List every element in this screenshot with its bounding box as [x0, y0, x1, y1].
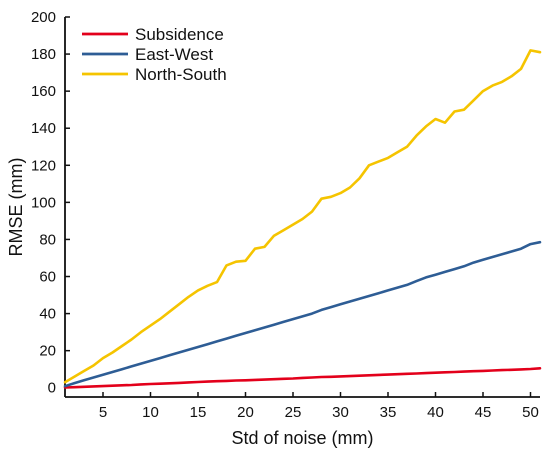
- x-tick-label: 5: [99, 404, 107, 421]
- y-tick-label: 100: [31, 194, 56, 211]
- legend-label-north-south: North-South: [135, 65, 227, 84]
- y-tick-label: 180: [31, 46, 56, 63]
- y-tick-label: 40: [39, 306, 56, 323]
- x-tick-label: 35: [380, 404, 397, 421]
- x-tick-label: 20: [237, 404, 254, 421]
- y-tick-label: 140: [31, 120, 56, 137]
- y-tick-label: 80: [39, 231, 56, 248]
- series-line-north-south: [63, 49, 542, 384]
- y-tick-label: 120: [31, 157, 56, 174]
- x-tick-label: 30: [332, 404, 349, 421]
- y-tick-label: 0: [48, 380, 56, 397]
- x-tick-label: 15: [190, 404, 207, 421]
- legend-label-subsidence: Subsidence: [135, 25, 224, 44]
- y-tick-label: 20: [39, 343, 56, 360]
- ticks: 5 10 15 20 25 30 35 40 45 50 0 20 40 60 80 100 120 140 160…: [31, 9, 539, 421]
- y-tick-label: 60: [39, 269, 56, 286]
- legend-label-east-west: East-West: [135, 45, 213, 64]
- y-tick-label: 160: [31, 83, 56, 100]
- y-axis-title: RMSE (mm): [6, 158, 26, 257]
- x-axis-title: Std of noise (mm): [231, 428, 373, 448]
- series-line-subsidence: [63, 366, 542, 389]
- series-line-east-west: [63, 240, 542, 388]
- y-tick-label: 200: [31, 9, 56, 26]
- x-tick-label: 50: [522, 404, 539, 421]
- x-tick-label: 10: [142, 404, 159, 421]
- x-tick-label: 45: [475, 404, 492, 421]
- x-tick-label: 25: [285, 404, 302, 421]
- series-lines: [63, 49, 542, 389]
- axes: [64, 17, 540, 398]
- x-tick-label: 40: [427, 404, 444, 421]
